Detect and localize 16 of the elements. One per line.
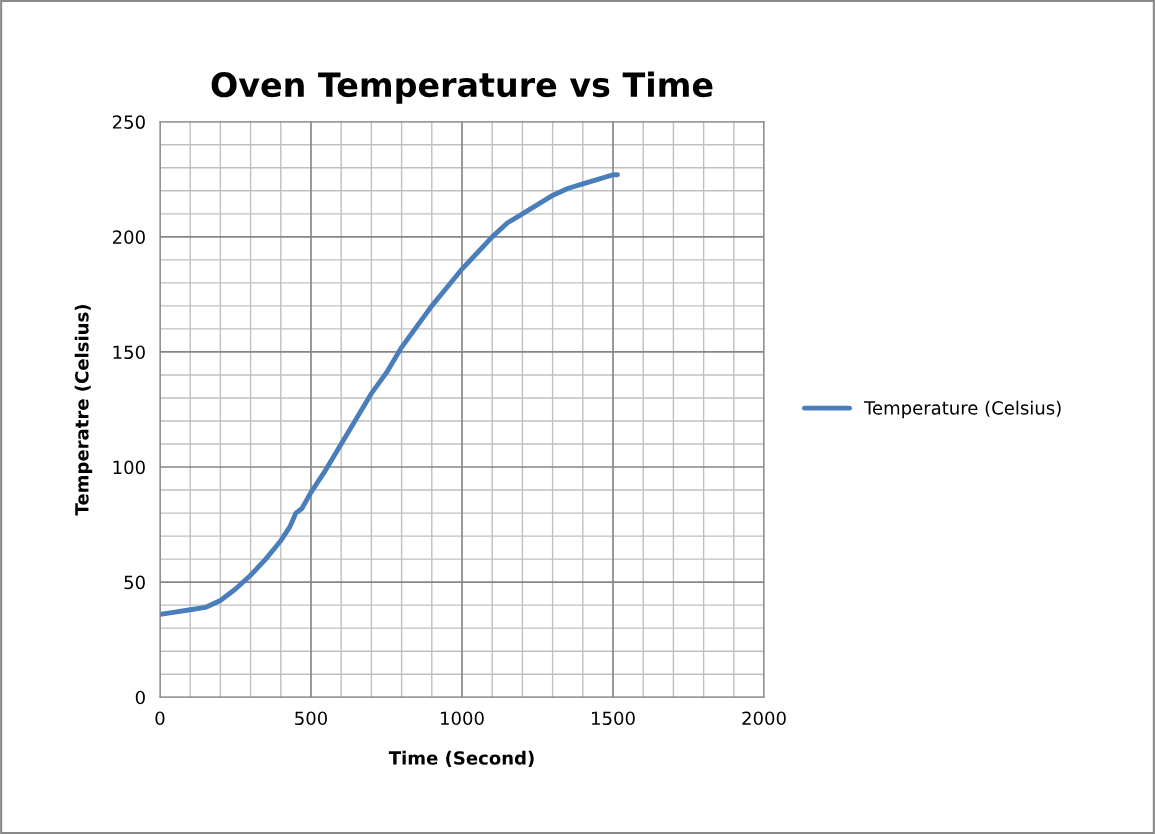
x-tick-label: 2000 bbox=[742, 711, 786, 726]
chart-title: Oven Temperature vs Time bbox=[211, 71, 713, 104]
y-tick-label: 0 bbox=[135, 690, 145, 705]
y-tick-label: 250 bbox=[112, 115, 145, 129]
x-tick-label: 500 bbox=[295, 711, 328, 726]
line-series bbox=[159, 172, 620, 617]
y-tick-label: 200 bbox=[112, 230, 145, 244]
y-axis-title: Temperatre (Celsius) bbox=[74, 305, 93, 516]
x-tick-label: 1000 bbox=[441, 711, 484, 726]
x-axis-title: Time (Second) bbox=[388, 750, 534, 767]
y-tick-label: 100 bbox=[113, 460, 145, 475]
y-tick-label: 150 bbox=[113, 345, 145, 360]
y-tick-label: 50 bbox=[124, 575, 145, 590]
legend-label: Temperature (Celsius) bbox=[863, 400, 1061, 419]
x-tick-label: 0 bbox=[155, 711, 165, 726]
x-tick-label: 1500 bbox=[592, 711, 635, 726]
